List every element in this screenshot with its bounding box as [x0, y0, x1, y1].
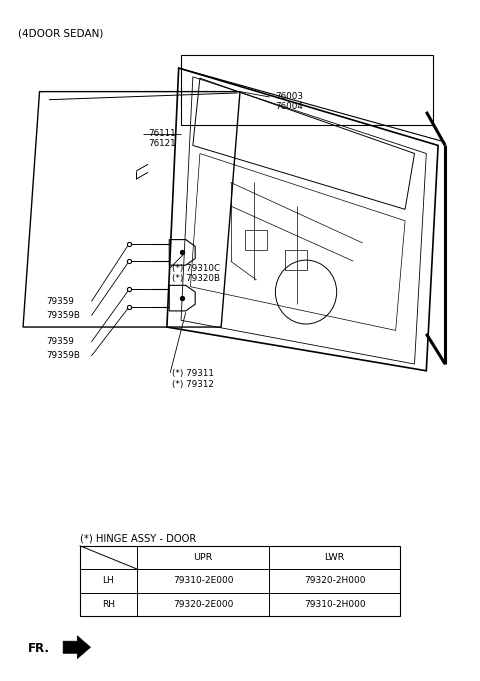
- Text: (*) HINGE ASSY - DOOR: (*) HINGE ASSY - DOOR: [80, 534, 196, 543]
- Text: 79320-2H000: 79320-2H000: [304, 577, 365, 586]
- Text: 79359: 79359: [47, 337, 74, 347]
- Text: RH: RH: [102, 600, 115, 609]
- Text: LWR: LWR: [324, 553, 345, 562]
- Polygon shape: [63, 636, 91, 659]
- Bar: [80, 545, 400, 616]
- Text: 79310-2E000: 79310-2E000: [173, 577, 233, 586]
- Text: 79320-2E000: 79320-2E000: [173, 600, 233, 609]
- Text: 79359B: 79359B: [47, 311, 81, 320]
- Text: 79359B: 79359B: [47, 351, 81, 360]
- Bar: [285, 250, 308, 270]
- Text: (*) 79310C
(*) 79320B: (*) 79310C (*) 79320B: [172, 264, 220, 283]
- Text: LH: LH: [103, 577, 114, 586]
- Text: 79310-2H000: 79310-2H000: [304, 600, 365, 609]
- Text: FR.: FR.: [28, 642, 50, 655]
- Text: 76003
76004: 76003 76004: [276, 92, 303, 112]
- Text: UPR: UPR: [193, 553, 213, 562]
- Text: (*) 79311
(*) 79312: (*) 79311 (*) 79312: [172, 369, 214, 389]
- Bar: [181, 54, 433, 125]
- Text: 76111
76121: 76111 76121: [148, 129, 176, 148]
- Bar: [245, 229, 267, 250]
- Text: (4DOOR SEDAN): (4DOOR SEDAN): [18, 28, 104, 38]
- Text: 79359: 79359: [47, 297, 74, 306]
